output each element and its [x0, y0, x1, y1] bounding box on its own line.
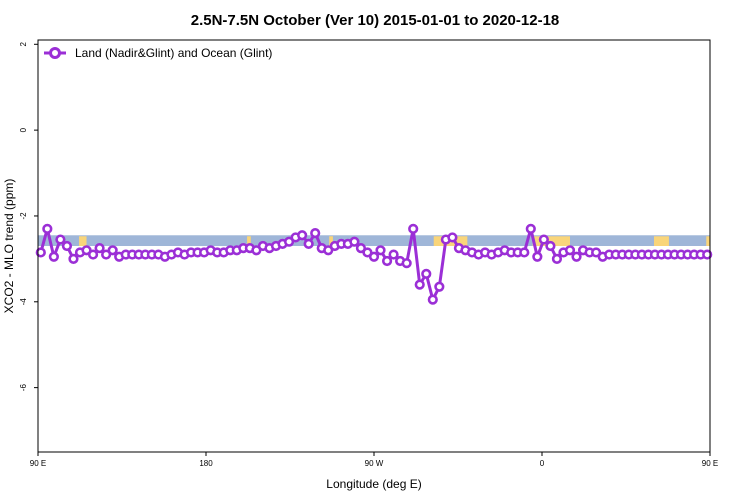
y-tick-label: -4 [19, 298, 28, 306]
data-point [48, 251, 59, 262]
y-axis-label: XCO2 - MLO trend (ppm) [2, 179, 16, 314]
x-tick-label: 90 E [30, 459, 46, 468]
data-point [538, 234, 549, 245]
data-point [551, 253, 563, 264]
data-point [375, 245, 386, 256]
data-point [519, 247, 530, 258]
data-point [297, 230, 308, 241]
chart-title: 2.5N-7.5N October (Ver 10) 2015-01-01 to… [191, 12, 560, 29]
x-tick-label: 90 W [365, 459, 384, 468]
series-layer [35, 223, 713, 305]
data-point [408, 223, 419, 234]
y-tick-label: -2 [19, 212, 28, 220]
y-tick-label: 2 [19, 42, 28, 47]
data-point [388, 249, 399, 260]
land-band-segment [247, 236, 251, 246]
data-point [303, 238, 314, 249]
data-point [447, 232, 458, 243]
y-tick-label: 0 [19, 127, 28, 132]
land-band-segment [329, 236, 333, 246]
land-band-segment [706, 236, 710, 246]
x-axis-label: Longitude (deg E) [326, 477, 421, 491]
data-point [310, 228, 321, 239]
data-point [702, 249, 713, 260]
data-point [87, 249, 99, 260]
data-point [564, 245, 576, 256]
data-point [68, 253, 79, 264]
y-tick-label: -6 [19, 384, 28, 392]
x-tick-label: 0 [540, 459, 545, 468]
data-point [427, 294, 438, 305]
data-point [532, 251, 543, 262]
data-point [368, 251, 380, 262]
data-point [42, 223, 53, 234]
data-point [421, 268, 432, 280]
data-point [525, 223, 536, 234]
legend: Land (Nadir&Glint) and Ocean (Glint) [44, 46, 272, 60]
data-point [401, 258, 412, 269]
x-tick-label: 90 E [702, 459, 718, 468]
surface-type-band [38, 235, 710, 246]
data-point [61, 240, 73, 252]
ocean-band [38, 235, 710, 246]
data-point [414, 279, 425, 290]
data-point [55, 234, 66, 245]
data-point [571, 251, 582, 262]
x-tick-label: 180 [199, 459, 213, 468]
land-band-segment [654, 236, 669, 246]
data-point [381, 255, 393, 267]
data-point [35, 247, 46, 258]
x-axis-ticks: 90 E 180 90 W 0 90 E [30, 452, 718, 468]
legend-entry: Land (Nadir&Glint) and Ocean (Glint) [75, 46, 272, 60]
legend-point-marker [49, 47, 61, 59]
data-point [107, 245, 118, 256]
land-band-segment [79, 236, 87, 246]
y-axis-ticks: 2 0 -2 -4 -6 [19, 42, 38, 392]
data-point [349, 236, 360, 247]
data-point [545, 240, 556, 252]
data-point [434, 281, 445, 292]
data-point [94, 243, 105, 254]
